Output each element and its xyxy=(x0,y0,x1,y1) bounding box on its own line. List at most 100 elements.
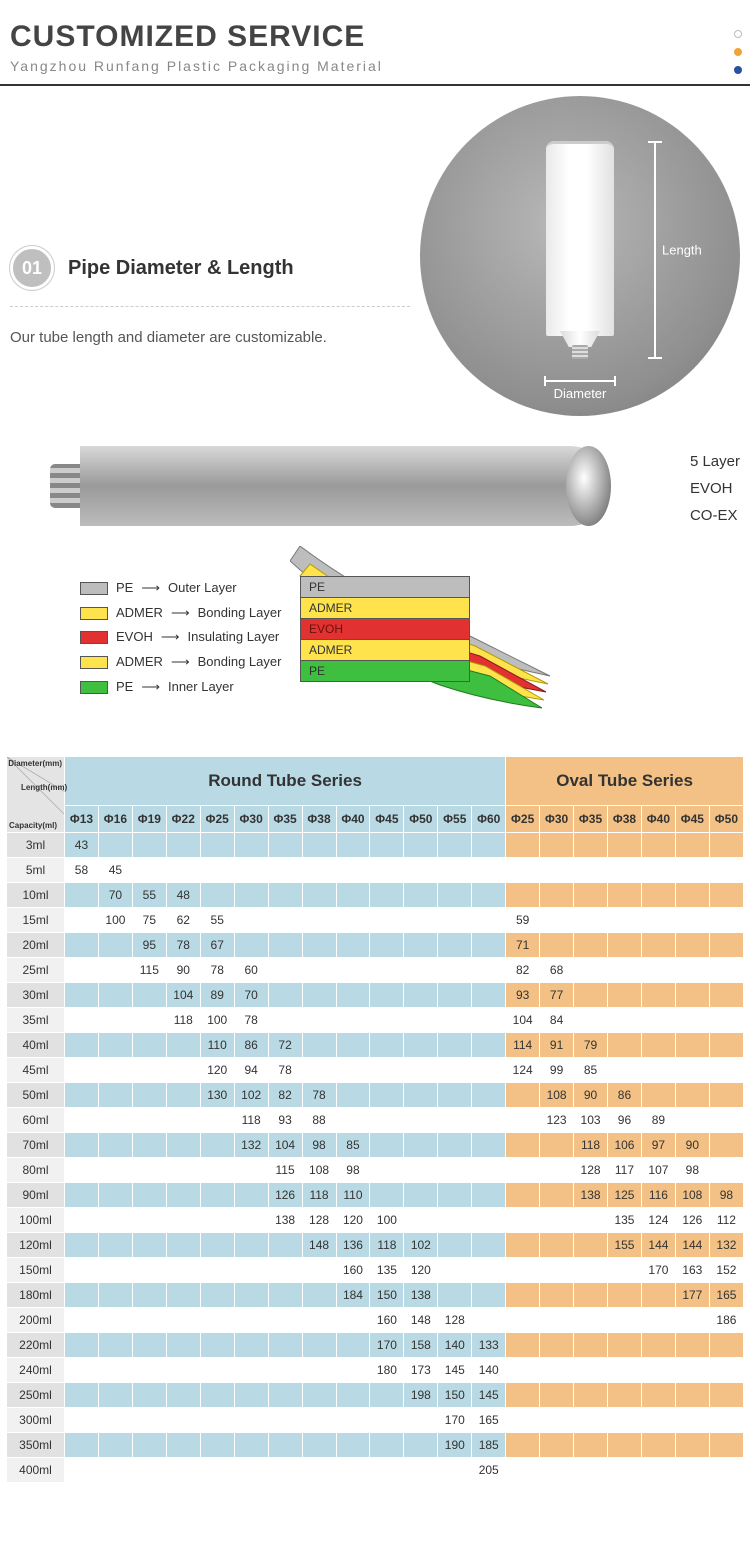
cell-oval xyxy=(574,858,608,883)
cell-round xyxy=(268,858,302,883)
cell-oval xyxy=(608,1058,642,1083)
cell-round xyxy=(65,883,99,908)
cell-round xyxy=(302,1358,336,1383)
cell-oval xyxy=(709,1133,743,1158)
cell-oval xyxy=(506,1283,540,1308)
cell-round xyxy=(132,1108,166,1133)
cell-round xyxy=(200,1433,234,1458)
size-table-wrapper: Diameter(mm) Length(mm) Capacity(ml) Rou… xyxy=(0,726,750,1503)
cell-round: 136 xyxy=(336,1233,370,1258)
cell-round xyxy=(166,833,200,858)
cell-round xyxy=(404,1408,438,1433)
cell-round xyxy=(65,1208,99,1233)
cell-round xyxy=(370,958,404,983)
row-label: 80ml xyxy=(7,1158,65,1183)
cell-round xyxy=(472,858,506,883)
layer-stack-item: PE xyxy=(301,577,469,598)
cell-round xyxy=(65,1158,99,1183)
cell-round xyxy=(404,858,438,883)
cell-oval xyxy=(675,1358,709,1383)
row-label: 400ml xyxy=(7,1458,65,1483)
cell-round xyxy=(404,1058,438,1083)
cell-round: 180 xyxy=(370,1358,404,1383)
cell-oval xyxy=(675,1008,709,1033)
cell-round xyxy=(438,1183,472,1208)
cell-round xyxy=(370,883,404,908)
row-label: 150ml xyxy=(7,1258,65,1283)
legend-role: Outer Layer xyxy=(168,576,237,601)
cell-round xyxy=(302,883,336,908)
legend-swatch xyxy=(80,681,108,694)
table-row: 30ml10489709377 xyxy=(7,983,744,1008)
cell-round xyxy=(370,1433,404,1458)
cell-round xyxy=(200,1408,234,1433)
cell-round xyxy=(438,1033,472,1058)
cell-round: 98 xyxy=(336,1158,370,1183)
cell-round xyxy=(234,858,268,883)
cell-oval: 165 xyxy=(709,1283,743,1308)
cell-oval xyxy=(540,1383,574,1408)
cell-oval xyxy=(540,908,574,933)
cell-round xyxy=(98,983,132,1008)
cell-round xyxy=(132,1408,166,1433)
cell-round: 173 xyxy=(404,1358,438,1383)
cell-oval xyxy=(641,1333,675,1358)
cell-oval xyxy=(675,958,709,983)
cell-round xyxy=(65,1233,99,1258)
cell-round xyxy=(472,1158,506,1183)
cell-round xyxy=(98,1208,132,1233)
cell-oval: 86 xyxy=(608,1083,642,1108)
cell-oval xyxy=(675,1108,709,1133)
cell-round xyxy=(438,1108,472,1133)
cell-round xyxy=(472,958,506,983)
cell-round: 160 xyxy=(370,1308,404,1333)
cell-round xyxy=(302,1458,336,1483)
cell-round: 100 xyxy=(98,908,132,933)
layer-stack-item: PE xyxy=(301,661,469,681)
cell-oval xyxy=(574,983,608,1008)
cell-round: 85 xyxy=(336,1133,370,1158)
cell-round xyxy=(336,1308,370,1333)
cell-round xyxy=(98,1158,132,1183)
cell-oval xyxy=(540,1183,574,1208)
cell-round xyxy=(166,1383,200,1408)
cell-round xyxy=(234,1358,268,1383)
cell-round: 118 xyxy=(302,1183,336,1208)
cell-round xyxy=(472,1008,506,1033)
cell-round xyxy=(200,1458,234,1483)
cell-round xyxy=(65,1283,99,1308)
cell-round: 133 xyxy=(472,1333,506,1358)
cell-round xyxy=(370,1408,404,1433)
cell-round xyxy=(302,1383,336,1408)
cell-oval: 104 xyxy=(506,1008,540,1033)
cell-round xyxy=(472,1208,506,1233)
cell-oval: 93 xyxy=(506,983,540,1008)
row-label: 220ml xyxy=(7,1333,65,1358)
cell-round: 145 xyxy=(472,1383,506,1408)
cell-oval xyxy=(641,1458,675,1483)
cell-round xyxy=(132,1158,166,1183)
cell-oval xyxy=(675,1433,709,1458)
cell-oval xyxy=(540,1408,574,1433)
cell-round xyxy=(370,1008,404,1033)
col-header-round: Φ30 xyxy=(234,806,268,833)
arrow-icon: ⟶ xyxy=(141,576,160,601)
cell-oval xyxy=(540,1333,574,1358)
arrow-icon: ⟶ xyxy=(161,625,180,650)
cell-round xyxy=(336,1358,370,1383)
cell-round: 120 xyxy=(200,1058,234,1083)
cell-round xyxy=(234,1308,268,1333)
cell-round: 148 xyxy=(302,1233,336,1258)
row-label: 120ml xyxy=(7,1233,65,1258)
cell-oval: 108 xyxy=(675,1183,709,1208)
cell-oval: 126 xyxy=(675,1208,709,1233)
arrow-icon: ⟶ xyxy=(141,675,160,700)
cell-oval xyxy=(675,1383,709,1408)
cell-round xyxy=(268,1258,302,1283)
col-header-round: Φ38 xyxy=(302,806,336,833)
cell-round: 135 xyxy=(370,1258,404,1283)
cell-round xyxy=(268,1283,302,1308)
cell-round xyxy=(234,1433,268,1458)
cell-round xyxy=(65,1133,99,1158)
cell-round: 90 xyxy=(166,958,200,983)
